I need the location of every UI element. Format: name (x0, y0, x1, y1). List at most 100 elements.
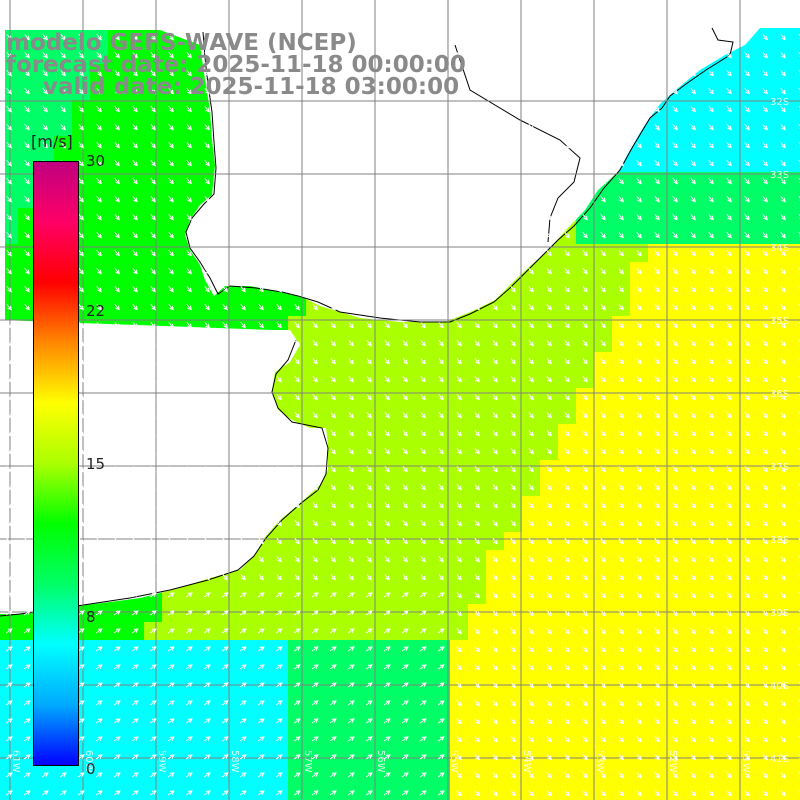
wind-arrow (365, 754, 373, 760)
wind-arrow (275, 664, 283, 670)
wind-arrow (618, 627, 624, 635)
wind-arrow (420, 519, 426, 527)
wind-arrow (582, 87, 588, 95)
wind-arrow (456, 699, 462, 707)
wind-arrow (618, 645, 624, 653)
wind-arrow (114, 321, 120, 329)
wind-arrow (96, 105, 102, 113)
wind-arrow (132, 249, 138, 257)
wind-arrow (474, 519, 480, 527)
wind-arrow (276, 177, 282, 185)
wind-arrow (762, 519, 768, 527)
wind-arrow (528, 141, 534, 149)
wind-arrow (438, 375, 444, 383)
wind-arrow (150, 321, 156, 329)
wind-arrow (708, 501, 714, 509)
wind-arrow (420, 105, 426, 113)
wind-arrow (708, 159, 714, 167)
wind-arrow (402, 321, 408, 329)
wind-arrow (474, 303, 480, 311)
wind-arrow (204, 537, 210, 545)
wind-arrow (564, 87, 570, 95)
wind-arrow (149, 664, 157, 670)
wind-arrow (78, 393, 84, 401)
wind-arrow (708, 411, 714, 419)
wind-arrow (528, 789, 534, 797)
wind-arrow (150, 375, 156, 383)
wind-arrow (293, 628, 301, 634)
wind-arrow (419, 610, 427, 616)
wind-arrow (708, 321, 714, 329)
wind-arrow (690, 267, 696, 275)
wind-arrow (474, 447, 480, 455)
wind-arrow (294, 69, 300, 77)
wind-arrow (654, 537, 660, 545)
wind-arrow (185, 682, 193, 688)
wind-arrow (654, 321, 660, 329)
wind-arrow (312, 51, 318, 59)
wind-arrow (582, 213, 588, 221)
wind-arrow (222, 483, 228, 491)
wind-arrow (204, 195, 210, 203)
wind-arrow (437, 646, 445, 652)
wind-arrow (96, 339, 102, 347)
wind-arrow (780, 699, 786, 707)
wind-speed-cell (288, 784, 306, 800)
wind-arrow (185, 736, 193, 742)
wind-arrow (203, 772, 211, 778)
wind-arrow (366, 105, 372, 113)
wind-arrow (618, 735, 624, 743)
wind-arrow (365, 736, 373, 742)
wind-arrow (114, 393, 120, 401)
wind-arrow (348, 231, 354, 239)
wind-arrow (636, 789, 642, 797)
wind-arrow (438, 267, 444, 275)
wind-arrow (203, 718, 211, 724)
wind-arrow (168, 555, 174, 563)
wind-arrow (474, 87, 480, 95)
wind-arrow (528, 321, 534, 329)
wind-arrow (401, 592, 409, 598)
wind-arrow (150, 105, 156, 113)
wind-arrow (24, 231, 30, 239)
wind-arrow (744, 339, 750, 347)
wind-arrow (240, 429, 246, 437)
wind-arrow (402, 537, 408, 545)
wind-arrow (114, 501, 120, 509)
wind-arrow (401, 736, 409, 742)
wind-arrow (582, 447, 588, 455)
wind-arrow (690, 699, 696, 707)
wind-arrow (348, 249, 354, 257)
wind-arrow (762, 753, 768, 761)
wind-arrow (546, 663, 552, 671)
wind-arrow (528, 483, 534, 491)
wind-arrow (510, 339, 516, 347)
wind-arrow (294, 267, 300, 275)
wind-arrow (114, 177, 120, 185)
wind-arrow (168, 195, 174, 203)
wind-arrow (546, 447, 552, 455)
wind-arrow (636, 231, 642, 239)
wind-arrow (294, 177, 300, 185)
wind-arrow (546, 681, 552, 689)
wind-arrow (384, 393, 390, 401)
wind-arrow (204, 213, 210, 221)
wind-speed-cell (342, 784, 360, 800)
wind-arrow (438, 231, 444, 239)
wind-arrow (168, 537, 174, 545)
wind-arrow (222, 447, 228, 455)
wind-arrow (95, 700, 103, 706)
wind-arrow (24, 87, 30, 95)
wind-arrow (240, 141, 246, 149)
wind-arrow (132, 555, 138, 563)
wind-arrow (240, 105, 246, 113)
wind-arrow (185, 592, 193, 598)
wind-arrow (258, 159, 264, 167)
wind-arrow (726, 645, 732, 653)
wind-speed-cell (522, 784, 540, 800)
wind-arrow (293, 646, 301, 652)
wind-arrow (762, 249, 768, 257)
wind-arrow (294, 231, 300, 239)
wind-arrow (312, 339, 318, 347)
wind-arrow (347, 646, 355, 652)
